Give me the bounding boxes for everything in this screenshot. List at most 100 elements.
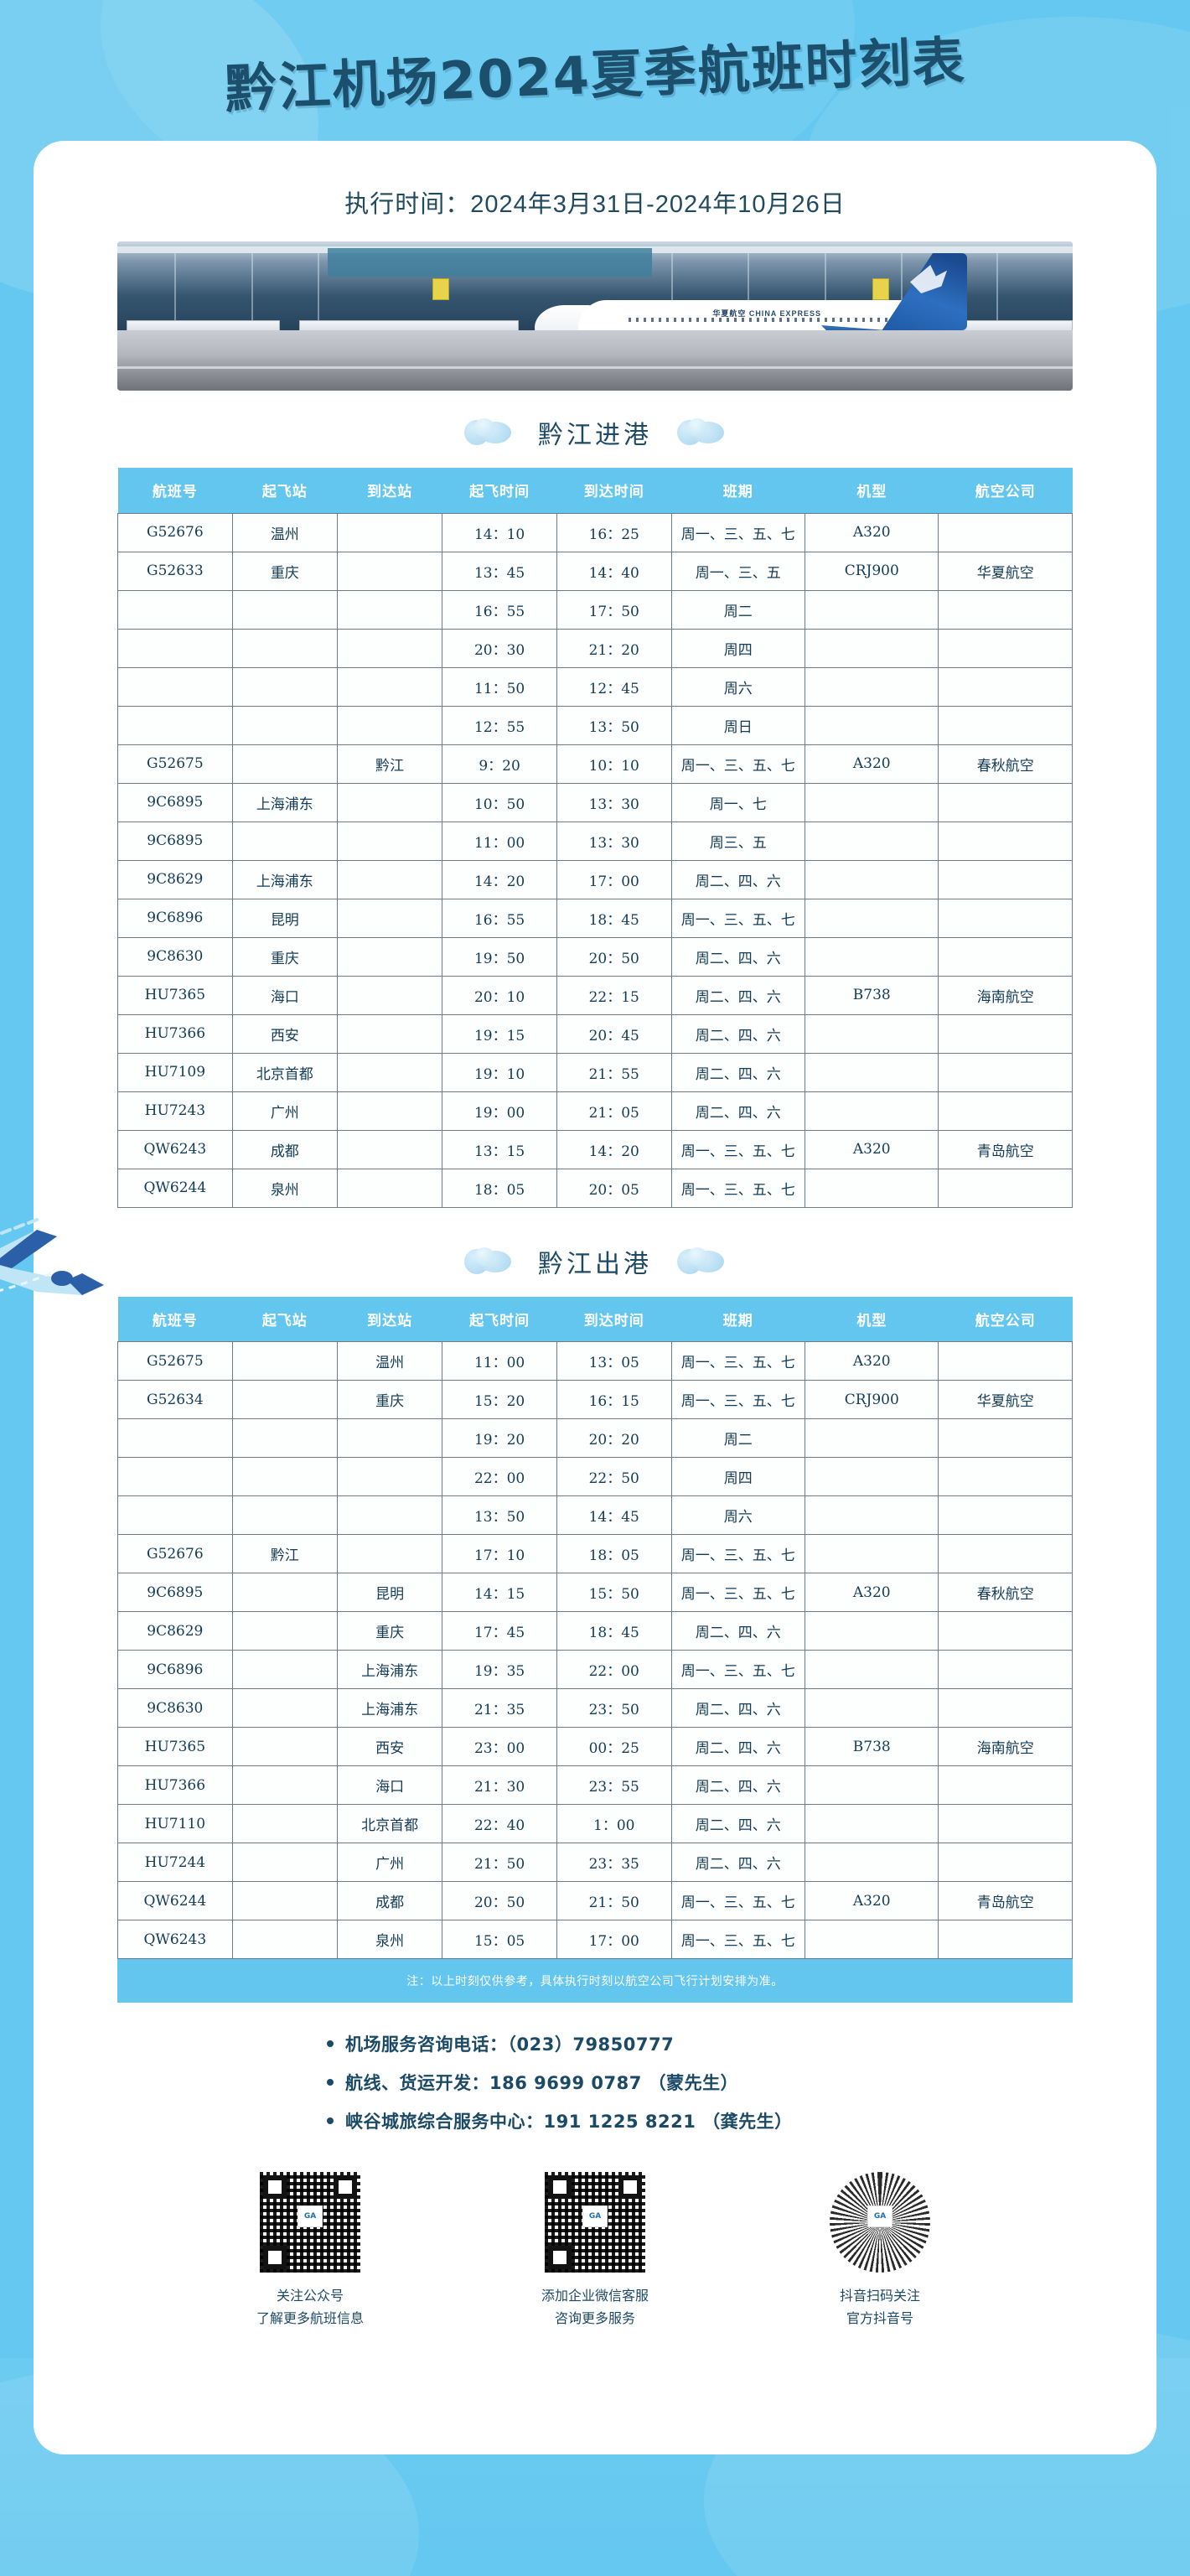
- cell-frequency: 周二、四、六: [670, 975, 806, 1015]
- qr-finder-pattern-icon: [263, 2175, 287, 2199]
- cell-aircraft: [805, 1534, 939, 1573]
- cell-arrival-time: 23：55: [556, 1765, 672, 1805]
- cell-airline: [938, 1091, 1073, 1131]
- cell-flight-no: 9C8629: [117, 1611, 233, 1651]
- cell-arrival-time: 18：05: [556, 1534, 672, 1573]
- cell-destination: [336, 551, 443, 591]
- cell-aircraft: [805, 936, 939, 977]
- cell-frequency: 周二、四、六: [670, 1765, 806, 1805]
- cell-destination: [336, 1534, 443, 1573]
- col-departure-time: 起飞时间: [442, 1296, 557, 1342]
- qr-caption-line1: 添加企业微信客服: [541, 2288, 649, 2304]
- arrivals-table: 航班号 起飞站 到达站 起飞时间 到达时间 班期 机型 航空公司 G52676 温…: [117, 468, 1073, 1208]
- cell-arrival-time: 17：50: [556, 589, 672, 630]
- cell-destination: 西安: [336, 1727, 443, 1766]
- table-row: HU7365 西安 23：00 00：25 周二、四、六 B738 海南航空: [117, 1727, 1073, 1766]
- col-aircraft: 机型: [805, 468, 939, 513]
- table-row: 9C8630 上海浦东 21：35 23：50 周二、四、六: [117, 1688, 1073, 1728]
- qr-code-icon[interactable]: GA: [545, 2172, 645, 2273]
- cell-departure-time: 13：45: [442, 551, 557, 591]
- qr-code-icon[interactable]: GA: [260, 2172, 360, 2273]
- cell-frequency: 周一、三、五、七: [670, 1573, 806, 1612]
- col-aircraft: 机型: [805, 1296, 939, 1342]
- cell-arrival-time: 23：50: [556, 1688, 672, 1728]
- departures-table: 航班号 起飞站 到达站 起飞时间 到达时间 班期 机型 航空公司 G52675 温…: [117, 1296, 1073, 1959]
- cell-destination: [336, 512, 443, 552]
- cell-origin: [231, 1457, 338, 1496]
- cloud-icon: [464, 418, 513, 445]
- airport-logo-icon: GA: [867, 2205, 892, 2227]
- table-row: 13：50 14：45 周六: [117, 1495, 1073, 1535]
- cell-arrival-time: 18：45: [556, 1611, 672, 1651]
- cell-departure-time: 19：10: [442, 1052, 557, 1092]
- cell-flight-no: HU7366: [117, 1013, 233, 1054]
- col-arrival-time: 到达时间: [556, 1296, 672, 1342]
- cell-frequency: 周一、三、五: [670, 551, 806, 591]
- cell-flight-no: HU7366: [117, 1765, 233, 1805]
- qr-caption-line2: 咨询更多服务: [554, 2310, 635, 2327]
- cell-departure-time: 17：45: [442, 1611, 557, 1651]
- arrivals-header-row: 航班号 起飞站 到达站 起飞时间 到达时间 班期 机型 航空公司: [117, 468, 1073, 513]
- cell-arrival-time: 13：50: [556, 705, 672, 745]
- cell-arrival-time: 20：05: [556, 1168, 672, 1208]
- cell-frequency: 周二、四、六: [670, 1804, 806, 1843]
- cell-frequency: 周二、四、六: [670, 1013, 806, 1054]
- cell-flight-no: QW6244: [117, 1881, 233, 1920]
- cell-frequency: 周二、四、六: [670, 936, 806, 977]
- table-row: 9C8629 上海浦东 14：20 17：00 周二、四、六: [117, 859, 1073, 899]
- qr-code-item[interactable]: GA 抖音扫码关注 官方抖音号: [800, 2172, 960, 2330]
- cell-origin: 泉州: [231, 1168, 338, 1208]
- cell-airline: [938, 821, 1073, 861]
- cell-departure-time: 19：20: [442, 1418, 557, 1458]
- cell-airline: [938, 1611, 1073, 1651]
- cell-frequency: 周二: [670, 1418, 806, 1458]
- bullet-icon: [327, 2040, 334, 2047]
- cell-origin: [231, 1380, 338, 1419]
- cell-airline: 华夏航空: [938, 1380, 1073, 1419]
- col-airline: 航空公司: [938, 468, 1073, 513]
- qr-caption-line1: 关注公众号: [276, 2288, 344, 2304]
- cell-destination: [336, 1168, 443, 1208]
- cell-frequency: 周一、七: [670, 782, 806, 822]
- table-row: 9C8629 重庆 17：45 18：45 周二、四、六: [117, 1611, 1073, 1651]
- cell-departure-time: 19：35: [442, 1650, 557, 1689]
- qr-code-row: GA 关注公众号 了解更多航班信息 GA 添加企业微信客服 咨询更多服务 GA 抖音扫码关注官…: [117, 2172, 1073, 2330]
- cell-frequency: 周二: [670, 589, 806, 630]
- table-row: HU7244 广州 21：50 23：35 周二、四、六: [117, 1843, 1073, 1882]
- cell-frequency: 周日: [670, 705, 806, 745]
- table-row: 22：00 22：50 周四: [117, 1457, 1073, 1496]
- cell-arrival-time: 23：35: [556, 1843, 672, 1882]
- qr-finder-pattern-icon: [618, 2175, 642, 2199]
- col-destination: 到达站: [337, 1296, 442, 1342]
- cell-departure-time: 20：30: [442, 628, 557, 668]
- table-row: G52676 温州 14：10 16：25 周一、三、五、七 A320: [117, 512, 1073, 552]
- cell-origin: [231, 744, 338, 784]
- cell-arrival-time: 20：20: [556, 1418, 672, 1458]
- col-departure-time: 起飞时间: [442, 468, 557, 513]
- col-flight-no: 航班号: [117, 468, 233, 513]
- cell-flight-no: HU7244: [117, 1843, 233, 1882]
- cell-airline: [938, 705, 1073, 745]
- qr-finder-pattern-icon: [548, 2175, 572, 2199]
- cell-aircraft: [805, 628, 939, 668]
- cell-destination: [336, 1091, 443, 1131]
- qr-code-item[interactable]: GA 添加企业微信客服 咨询更多服务: [515, 2172, 675, 2330]
- cell-flight-no: G52676: [117, 1534, 233, 1573]
- cell-destination: 重庆: [336, 1611, 443, 1651]
- cell-departure-time: 10：50: [442, 782, 557, 822]
- cell-aircraft: [805, 1688, 939, 1728]
- qr-code-item[interactable]: GA 关注公众号 了解更多航班信息: [230, 2172, 390, 2330]
- cell-destination: 北京首都: [336, 1804, 443, 1843]
- bullet-icon: [327, 2117, 334, 2124]
- douyin-qr-code-icon[interactable]: GA: [830, 2172, 930, 2273]
- cell-airline: [938, 666, 1073, 707]
- cell-frequency: 周二、四、六: [670, 1091, 806, 1131]
- cell-departure-time: 23：00: [442, 1727, 557, 1766]
- cell-aircraft: [805, 705, 939, 745]
- cell-destination: [336, 589, 443, 630]
- effective-period: 执行时间：2024年3月31日-2024年10月26日: [344, 191, 846, 218]
- table-row: HU7243 广州 19：00 21：05 周二、四、六: [117, 1091, 1073, 1131]
- cell-airline: [938, 1052, 1073, 1092]
- table-row: 9C6895 上海浦东 10：50 13：30 周一、七: [117, 782, 1073, 822]
- cell-arrival-time: 20：50: [556, 936, 672, 977]
